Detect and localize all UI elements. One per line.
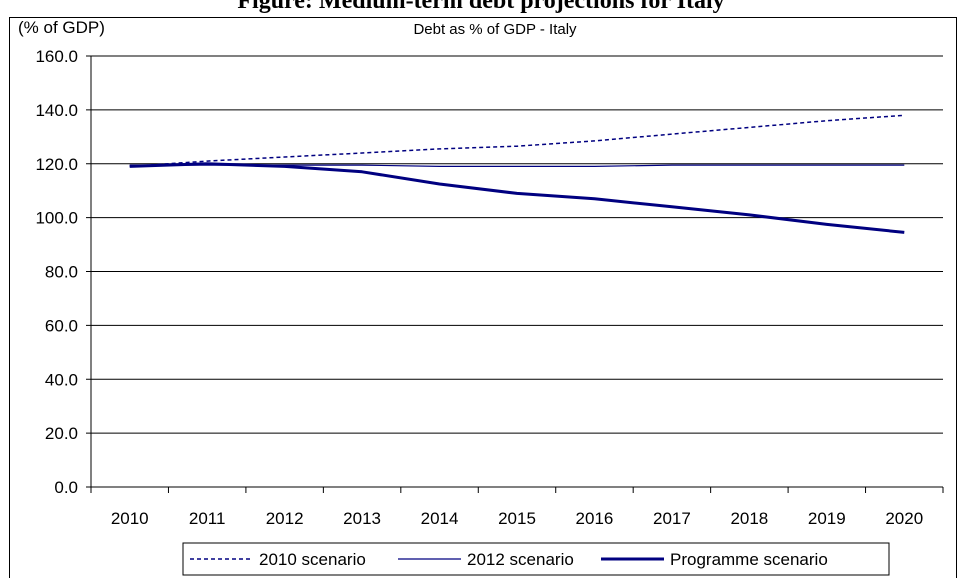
series-line-3 — [129, 162, 905, 234]
y-tick-label: 60.0 — [45, 316, 78, 335]
x-tick-label: 2016 — [576, 509, 614, 528]
y-tick-label: 160.0 — [35, 47, 78, 66]
x-tick-label: 2010 — [111, 509, 149, 528]
legend: 2010 scenario 2012 scenario Programme scen… — [182, 542, 890, 576]
y-tick-label: 40.0 — [45, 370, 78, 389]
series-line-1 — [129, 114, 905, 168]
y-tick-label: 0.0 — [54, 478, 78, 497]
chart-frame — [9, 17, 957, 578]
x-tick-label: 2020 — [885, 509, 923, 528]
x-tick-label: 2015 — [498, 509, 536, 528]
gridlines — [91, 55, 943, 434]
legend-entry-label: 2012 scenario — [467, 550, 574, 569]
legend-box — [182, 542, 890, 576]
y-tick-label: 100.0 — [35, 209, 78, 228]
x-tick-label: 2012 — [266, 509, 304, 528]
x-tick-label: 2014 — [421, 509, 459, 528]
x-tick-label: 2011 — [189, 509, 226, 528]
y-tick-label: 120.0 — [35, 155, 78, 174]
axes: 0.0 20.0 40.0 60.0 80.0 100.0 120.0 140.0 160.0 2… — [35, 47, 944, 528]
figure-title: Figure: Medium-term debt projections for… — [237, 0, 725, 14]
legend-entry-label: 2010 scenario — [259, 550, 366, 569]
x-tick-label: 2017 — [653, 509, 691, 528]
x-tick-label: 2018 — [730, 509, 768, 528]
series-lines — [129, 114, 905, 234]
legend-entry-label: Programme scenario — [670, 550, 828, 569]
x-tick-label: 2019 — [808, 509, 846, 528]
x-tick-label: 2013 — [343, 509, 381, 528]
chart-title: Debt as % of GDP - Italy — [413, 21, 577, 38]
y-tick-label: 140.0 — [35, 101, 78, 120]
y-axis-label: (% of GDP) — [18, 18, 105, 37]
y-tick-label: 20.0 — [45, 424, 78, 443]
y-tick-label: 80.0 — [45, 263, 78, 282]
